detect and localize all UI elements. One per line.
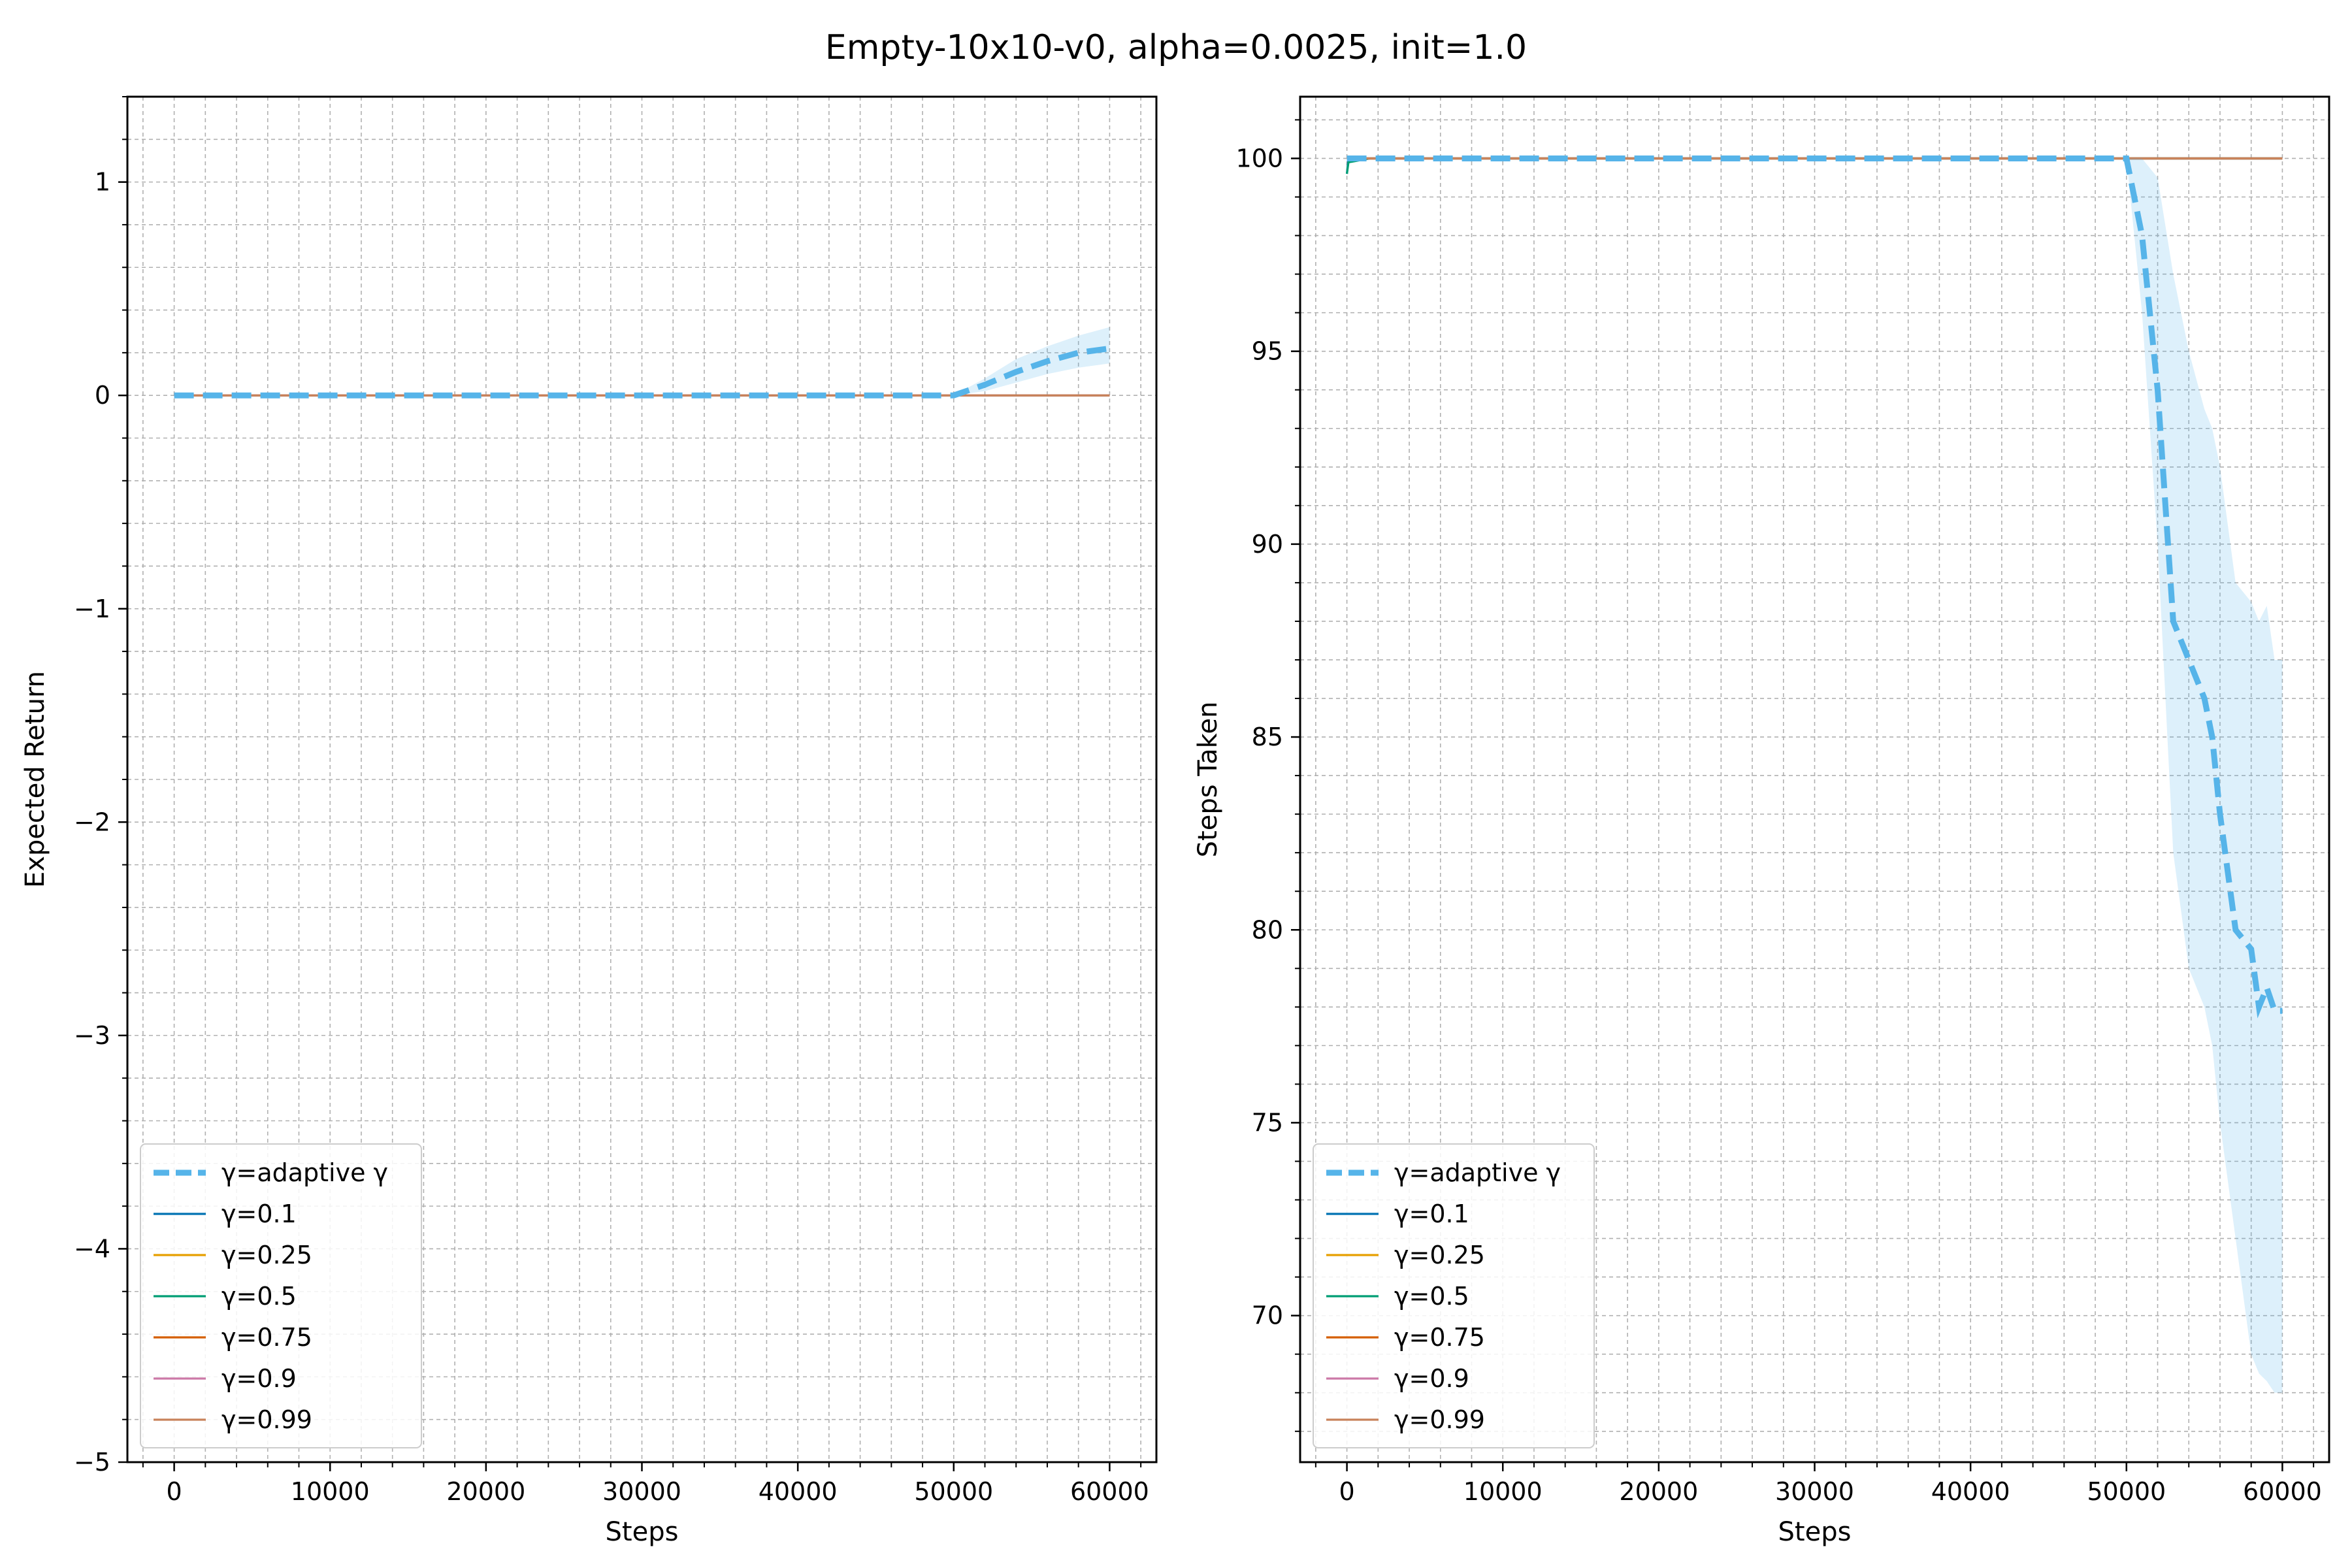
x-axis-label: Steps xyxy=(606,1517,679,1547)
x-tick-label: 20000 xyxy=(446,1477,525,1506)
legend: γ=adaptive γ γ=0.1 γ=0.25 γ=0.5 γ=0.75 γ=0.9 γ… xyxy=(1313,1143,1595,1448)
x-tick-label: 40000 xyxy=(1931,1477,2010,1506)
y-tick-label: −2 xyxy=(74,808,110,836)
legend-label: γ=0.99 xyxy=(1394,1405,1485,1434)
y-tick-label: 75 xyxy=(1252,1108,1283,1137)
ticks: 0 10000 20000 30000 40000 50000 60000 −5 −4 −3 −2 −… xyxy=(74,96,1149,1506)
y-tick-label: −4 xyxy=(74,1234,110,1263)
x-tick-label: 10000 xyxy=(291,1477,370,1506)
x-tick-label: 50000 xyxy=(914,1477,993,1506)
legend-label: γ=0.5 xyxy=(1394,1282,1469,1311)
legend-label: γ=0.5 xyxy=(221,1282,297,1311)
x-tick-label: 30000 xyxy=(1775,1477,1854,1506)
x-tick-label: 20000 xyxy=(1619,1477,1698,1506)
x-tick-label: 50000 xyxy=(2087,1477,2166,1506)
y-tick-label: 95 xyxy=(1252,337,1283,366)
y-tick-label: 85 xyxy=(1252,723,1283,751)
plot-area xyxy=(174,327,1111,399)
y-tick-label: 0 xyxy=(95,381,110,410)
grid xyxy=(127,96,1156,1463)
ticks: 0 10000 20000 30000 40000 50000 60000 70 75 80 85 9… xyxy=(1235,119,2322,1506)
legend-label: γ=0.25 xyxy=(221,1241,312,1269)
legend-box xyxy=(1313,1143,1595,1448)
y-axis-label: Steps Taken xyxy=(1193,702,1223,858)
legend-label: γ=0.9 xyxy=(1394,1364,1469,1393)
y-tick-label: 70 xyxy=(1252,1301,1283,1330)
legend-label: γ=adaptive γ xyxy=(221,1158,388,1187)
y-tick-label: −1 xyxy=(74,595,110,623)
x-tick-label: 0 xyxy=(1339,1477,1354,1506)
y-tick-label: −5 xyxy=(74,1448,110,1477)
legend-label: γ=adaptive γ xyxy=(1394,1158,1561,1187)
panel-steps-taken: 0 10000 20000 30000 40000 50000 60000 70 75 80 85 9… xyxy=(1193,95,2330,1547)
y-tick-label: 80 xyxy=(1252,915,1283,944)
legend-label: γ=0.75 xyxy=(1394,1323,1485,1352)
panel-expected-return: 0 10000 20000 30000 40000 50000 60000 −5 −4 −3 −2 −… xyxy=(20,95,1158,1547)
x-tick-label: 40000 xyxy=(759,1477,838,1506)
legend: γ=adaptive γ γ=0.1 γ=0.25 γ=0.5 γ=0.75 γ=0.9 γ… xyxy=(140,1143,422,1448)
y-tick-label: 100 xyxy=(1235,144,1283,172)
y-tick-label: −3 xyxy=(74,1021,110,1050)
x-tick-label: 0 xyxy=(166,1477,182,1506)
x-tick-label: 30000 xyxy=(602,1477,681,1506)
x-tick-label: 60000 xyxy=(1070,1477,1149,1506)
legend-box xyxy=(140,1143,422,1448)
legend-label: γ=0.1 xyxy=(221,1200,297,1228)
plot-area xyxy=(1345,155,2283,1393)
x-axis-label: Steps xyxy=(1778,1517,1852,1547)
legend-label: γ=0.99 xyxy=(221,1405,312,1434)
legend-label: γ=0.9 xyxy=(221,1364,297,1393)
y-tick-label: 1 xyxy=(95,168,110,197)
y-axis-label: Expected Return xyxy=(20,671,50,888)
series-line xyxy=(1347,155,2283,1019)
x-tick-label: 10000 xyxy=(1463,1477,1543,1506)
legend-label: γ=0.25 xyxy=(1394,1241,1485,1269)
y-tick-label: 90 xyxy=(1252,530,1283,559)
series-line xyxy=(174,345,1111,399)
figure-title: Empty-10x10-v0, alpha=0.0025, init=1.0 xyxy=(825,28,1527,67)
legend-label: γ=0.75 xyxy=(221,1323,312,1352)
x-tick-label: 60000 xyxy=(2243,1477,2322,1506)
legend-label: γ=0.1 xyxy=(1394,1200,1469,1228)
